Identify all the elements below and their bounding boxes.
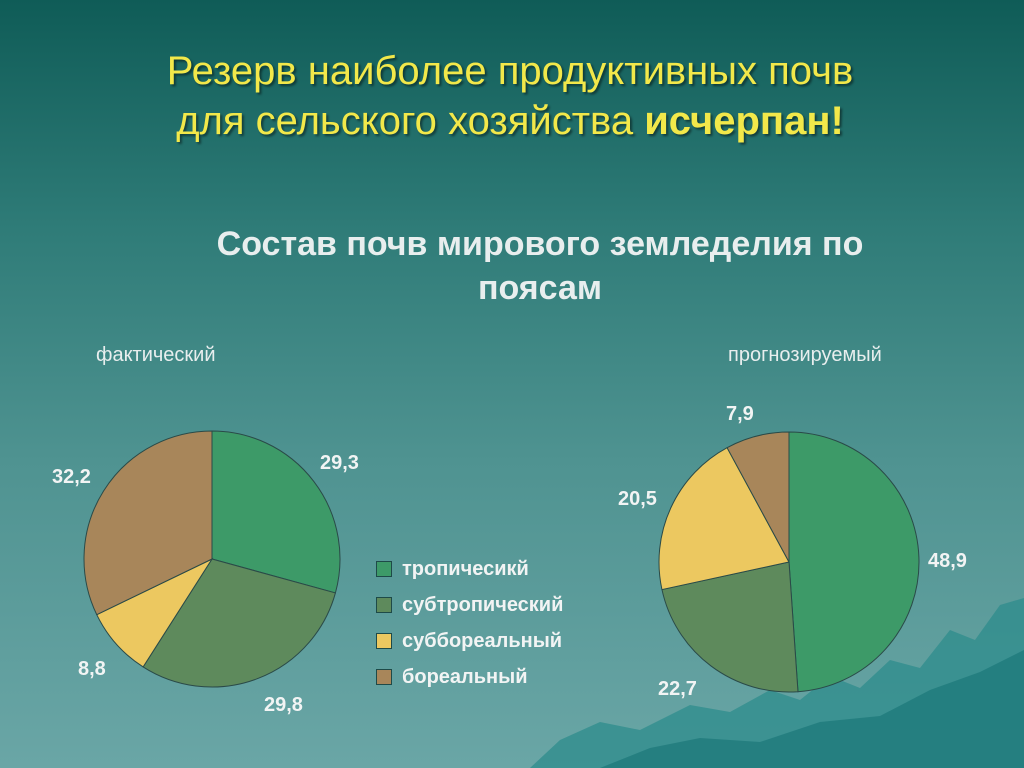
chart-title: Состав почв мирового земледелия по пояса… xyxy=(216,225,864,308)
legend-swatch xyxy=(376,669,392,685)
pie-actual-slice-boreal xyxy=(83,430,213,616)
slide-title-emphasis: исчерпан! xyxy=(644,99,844,143)
pie-chart-forecast xyxy=(658,431,920,693)
pie-forecast-value-subboreal: 20,5 xyxy=(618,488,657,510)
slide-title-line2-prefix: для сельского хозяйства xyxy=(176,99,645,143)
chart-legend: тропичесикй субтропический суббореальный… xyxy=(376,551,563,695)
legend-swatch xyxy=(376,561,392,577)
slide-title: Резерв наиболее продуктивных почв для се… xyxy=(60,46,960,146)
legend-item-subboreal: суббореальный xyxy=(376,623,563,659)
pie-forecast-value-boreal: 7,9 xyxy=(726,403,754,425)
legend-label: субтропический xyxy=(402,593,564,616)
pie-actual-value-tropical: 29,3 xyxy=(320,452,359,474)
slide-title-line2: для сельского хозяйства исчерпан! xyxy=(60,96,960,146)
pie-forecast-slice-boreal xyxy=(726,431,790,563)
pie-chart-actual xyxy=(83,430,341,688)
legend-label: тропичесикй xyxy=(402,557,529,580)
pie-actual-slice-tropical xyxy=(211,430,341,594)
pie-actual-value-boreal: 32,2 xyxy=(52,466,91,488)
pie-forecast-value-subtropical: 22,7 xyxy=(658,678,697,700)
legend-swatch xyxy=(376,597,392,613)
pie-forecast-slice-subtropical xyxy=(661,561,799,693)
pie-actual-value-subtropical: 29,8 xyxy=(264,694,303,716)
legend-item-subtropical: субтропический xyxy=(376,587,563,623)
legend-label: суббореальный xyxy=(402,629,563,652)
pie-actual-label: фактический xyxy=(96,344,216,366)
pie-forecast-slice-tropical xyxy=(788,431,920,693)
legend-item-tropical: тропичесикй xyxy=(376,551,563,587)
slide-title-line1: Резерв наиболее продуктивных почв xyxy=(166,49,854,93)
legend-label: бореальный xyxy=(402,665,528,688)
pie-forecast-label: прогнозируемый xyxy=(728,344,882,366)
legend-swatch xyxy=(376,633,392,649)
pie-forecast-slice-subboreal xyxy=(658,447,790,591)
legend-item-boreal: бореальный xyxy=(376,659,563,695)
pie-actual-value-subboreal: 8,8 xyxy=(78,658,106,680)
pie-forecast-value-tropical: 48,9 xyxy=(928,550,967,572)
pie-actual-slice-subtropical xyxy=(142,558,337,688)
